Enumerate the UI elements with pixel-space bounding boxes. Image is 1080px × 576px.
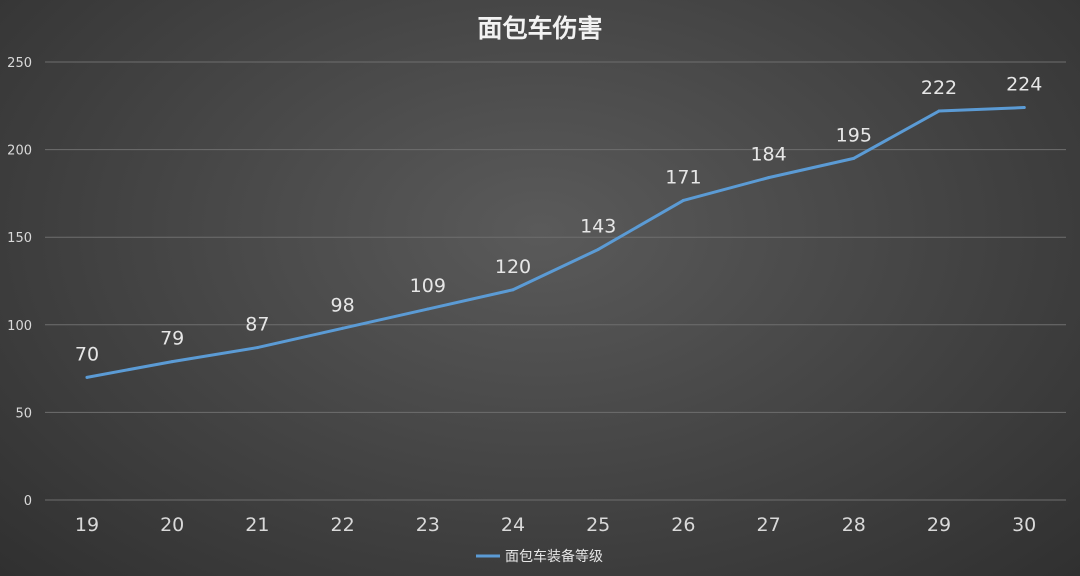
y-tick-label: 150: [7, 231, 32, 246]
y-tick-label: 0: [24, 494, 32, 509]
x-tick-label: 25: [586, 514, 610, 536]
gridlines: [45, 61, 1066, 501]
legend-label: 面包车装备等级: [505, 548, 603, 565]
y-tick-label: 50: [15, 406, 32, 421]
data-label: 87: [245, 314, 269, 336]
data-label: 143: [580, 215, 616, 237]
x-tick-label: 20: [160, 514, 184, 536]
data-label: 98: [331, 294, 355, 316]
data-point: [255, 346, 259, 350]
data-label: 120: [495, 256, 531, 278]
data-label: 224: [1006, 74, 1042, 96]
x-tick-label: 26: [671, 514, 695, 536]
data-point: [596, 247, 600, 251]
x-tick-label: 29: [927, 514, 951, 536]
x-tick-label: 28: [842, 514, 866, 536]
x-tick-label: 23: [416, 514, 440, 536]
y-tick-label: 250: [7, 56, 32, 71]
chart-title: 面包车伤害: [477, 14, 602, 43]
x-tick-label: 21: [245, 514, 269, 536]
x-tick-label: 19: [75, 514, 99, 536]
data-point: [767, 176, 771, 180]
data-point: [852, 156, 856, 160]
x-tick-label: 27: [757, 514, 781, 536]
data-label: 184: [750, 144, 786, 166]
y-tick-label: 200: [7, 144, 32, 159]
y-axis-ticks: 0 50 100 150 200 250: [7, 56, 32, 509]
x-tick-label: 22: [331, 514, 355, 536]
data-labels: 70 79 87 98 109 120 143 171 184 195 222 224: [75, 74, 1042, 366]
x-tick-label: 30: [1012, 514, 1036, 536]
data-label: 222: [921, 77, 957, 99]
series-layer: [85, 106, 1026, 379]
y-tick-label: 100: [7, 319, 32, 334]
legend: 面包车装备等级: [476, 548, 603, 565]
data-point: [170, 360, 174, 364]
x-axis-ticks: 19 20 21 22 23 24 25 26 27 28 29 30: [75, 514, 1036, 536]
data-label: 195: [836, 124, 872, 146]
data-point: [681, 198, 685, 202]
data-label: 109: [410, 275, 446, 297]
data-point: [511, 288, 515, 292]
data-label: 79: [160, 328, 184, 350]
data-point: [341, 326, 345, 330]
data-point: [1022, 106, 1026, 110]
data-point: [85, 375, 89, 379]
data-point: [937, 109, 941, 113]
series-line: [85, 106, 1026, 379]
data-label: 171: [665, 166, 701, 188]
data-point: [426, 307, 430, 311]
data-label: 70: [75, 343, 99, 365]
x-tick-label: 24: [501, 514, 525, 536]
